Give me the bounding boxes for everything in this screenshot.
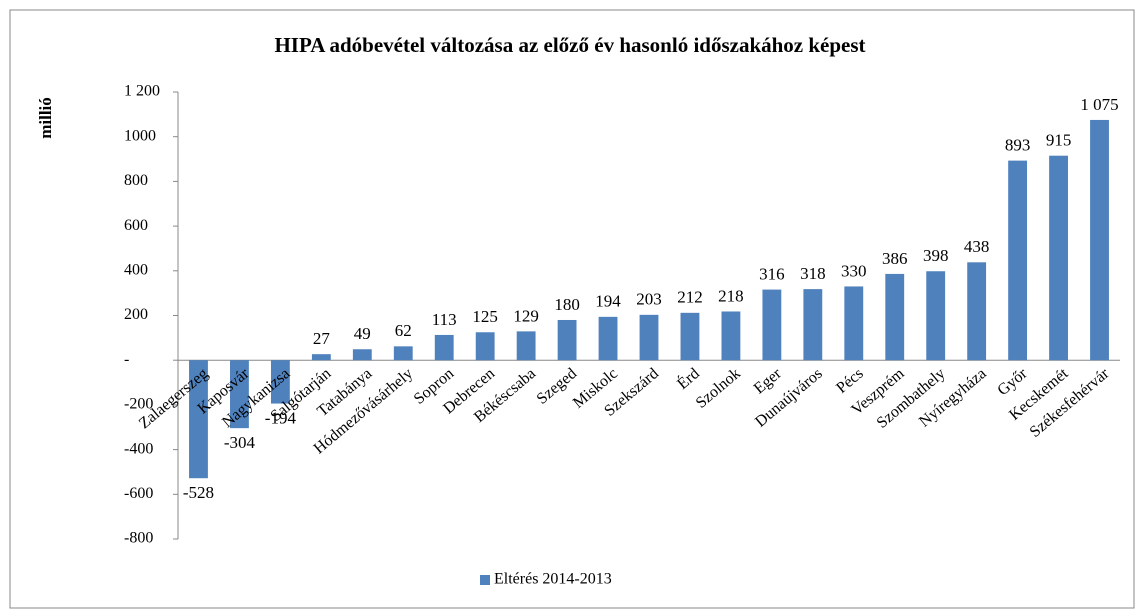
data-label: 27 <box>313 329 331 348</box>
bar <box>844 286 864 361</box>
bar <box>1090 119 1109 361</box>
data-label: 125 <box>472 307 498 326</box>
bar <box>721 311 741 361</box>
data-label: 318 <box>800 264 826 283</box>
chart-frame <box>9 9 1135 609</box>
y-tick-label: -200 <box>124 396 153 413</box>
bar <box>475 332 495 361</box>
legend-swatch <box>480 575 490 585</box>
data-label: 386 <box>882 249 908 268</box>
bar <box>434 334 454 361</box>
data-label: 438 <box>964 237 990 256</box>
data-label: 1 075 <box>1080 95 1118 114</box>
data-label: 893 <box>1005 136 1031 155</box>
data-label: -194 <box>265 408 297 427</box>
data-label: 398 <box>923 246 949 265</box>
bar <box>639 314 659 361</box>
data-label: 316 <box>759 264 785 283</box>
data-label: 113 <box>432 310 457 329</box>
y-tick-label: -400 <box>124 440 153 457</box>
bar <box>762 289 782 361</box>
y-tick-label: - <box>124 351 129 368</box>
bar <box>189 360 208 479</box>
data-label: 180 <box>554 295 580 314</box>
data-label: 62 <box>395 321 412 340</box>
y-tick-label: -600 <box>124 485 153 502</box>
y-tick-label: 200 <box>124 306 148 323</box>
bar <box>270 360 290 404</box>
bar <box>1008 160 1028 361</box>
bar <box>557 319 577 361</box>
data-label: 129 <box>513 306 539 325</box>
bar <box>967 262 987 361</box>
data-label: -304 <box>224 433 256 452</box>
data-label: 212 <box>677 288 703 307</box>
y-axis-label: millió <box>36 97 55 139</box>
y-tick-label: 800 <box>124 172 148 189</box>
data-label: 203 <box>636 290 662 309</box>
y-tick-label: 400 <box>124 261 148 278</box>
bar <box>230 360 249 429</box>
data-label: 194 <box>595 292 621 311</box>
y-tick-label: -800 <box>124 530 153 547</box>
data-label: 49 <box>354 324 371 343</box>
data-label: 330 <box>841 261 867 280</box>
data-label: -528 <box>183 483 214 502</box>
bar <box>680 312 700 361</box>
bar <box>803 289 823 361</box>
y-tick-label: 600 <box>124 217 148 234</box>
bar <box>352 349 372 361</box>
data-label: 915 <box>1046 131 1072 150</box>
legend-label: Eltérés 2014-2013 <box>494 571 612 588</box>
y-tick-label: 1 200 <box>124 83 160 100</box>
chart-title: HIPA adóbevétel változása az előző év ha… <box>274 33 865 57</box>
bar <box>311 354 331 361</box>
data-label: 218 <box>718 286 744 305</box>
bar <box>885 273 905 361</box>
bar <box>1049 155 1068 361</box>
bar <box>598 316 618 361</box>
bar <box>516 331 536 361</box>
y-tick-label: 1000 <box>124 127 156 144</box>
bar <box>926 271 946 361</box>
bar <box>393 346 413 361</box>
